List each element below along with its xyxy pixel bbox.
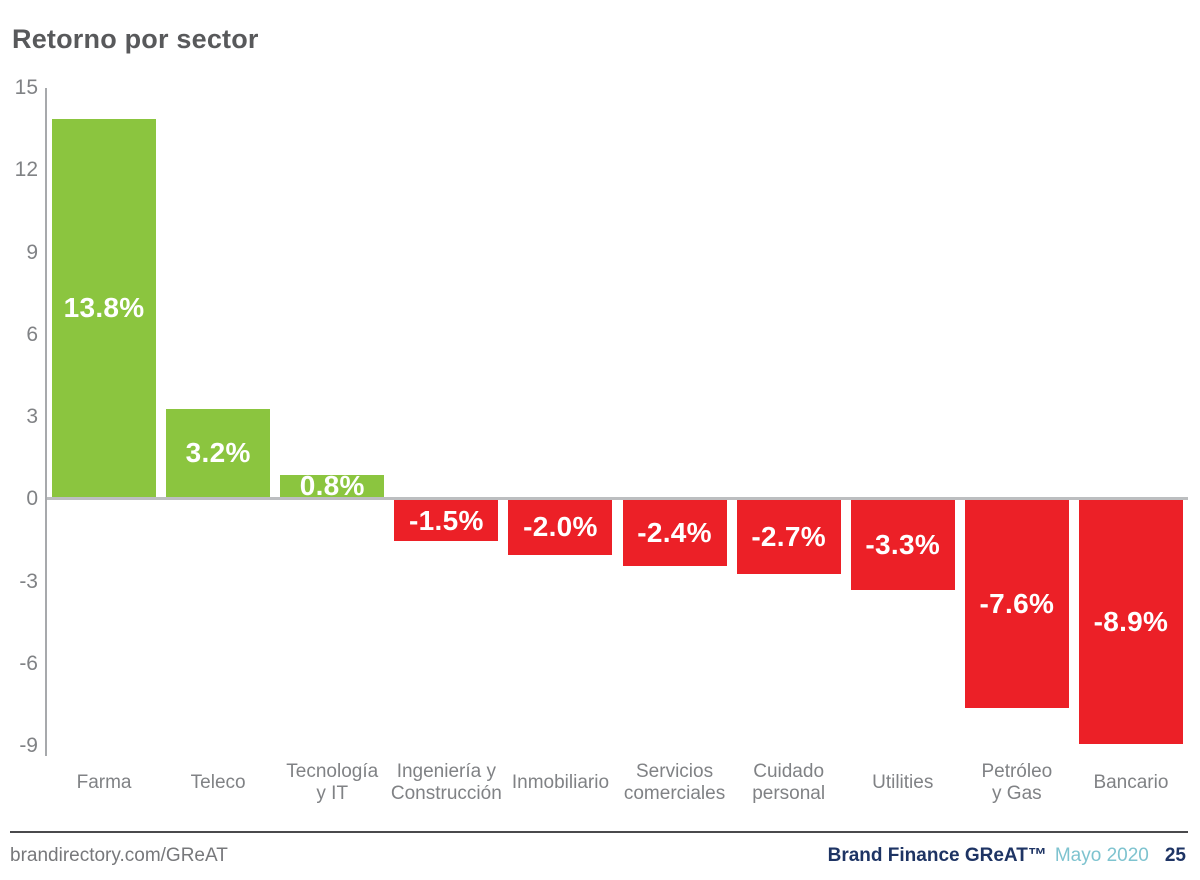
footer-url: brandirectory.com/GReAT [10, 845, 228, 866]
bar-bancario: -8.9% [1078, 500, 1183, 744]
y-tick-label: -9 [19, 734, 38, 757]
x-category-label: Cuidado personal [752, 761, 826, 804]
bar-teleco: 3.2% [166, 409, 271, 497]
bar-value-label: -2.4% [637, 516, 712, 548]
footer-page-number: 25 [1164, 845, 1186, 866]
x-category-label: Servicios comerciales [623, 761, 726, 804]
y-tick-label: -3 [19, 569, 38, 593]
bar-utilities: -3.3% [850, 500, 955, 591]
bar-value-label: 3.2% [185, 437, 251, 469]
x-category-label: Inmobiliario [511, 772, 610, 794]
bar-ingenier-a-y-construcci-n: -1.5% [394, 500, 499, 542]
y-tick-label: 0 [26, 487, 38, 511]
x-category-label: Bancario [1093, 772, 1169, 794]
y-axis-ticks: 15 12 9 6 3 0 -3 -6 -9 [0, 76, 38, 757]
bar-tecnolog-a-y-it: 0.8% [280, 470, 385, 501]
x-category-label: Teleco [190, 772, 246, 794]
bar-value-label: -2.0% [523, 511, 598, 543]
footer-brand: Brand Finance GReAT™ [827, 845, 1047, 866]
y-tick-label: -6 [19, 651, 38, 675]
bar-cuidado-personal: -2.7% [736, 500, 841, 575]
x-category-label: Petróleo y Gas [981, 761, 1053, 804]
y-tick-label: 12 [14, 158, 38, 182]
x-category-label: Farma [76, 772, 132, 794]
zero-baseline [47, 497, 1188, 500]
footer-date: Mayo 2020 [1054, 845, 1149, 866]
footer-credits: Brand Finance GReAT™ Mayo 2020 25 [828, 845, 1186, 867]
y-axis-line [45, 88, 47, 756]
x-category-label: Utilities [872, 772, 934, 794]
bar-value-label: -3.3% [865, 529, 941, 561]
bar-value-label: -2.7% [751, 521, 826, 552]
footer-divider [10, 831, 1188, 833]
bar-value-label: 13.8% [63, 291, 145, 323]
y-tick-label: 15 [14, 76, 38, 99]
bar-value-label: -1.5% [409, 504, 484, 536]
bar-value-label: 0.8% [299, 470, 365, 502]
bar-inmobiliario: -2.0% [508, 500, 613, 555]
x-category-label: Ingeniería y Construcción [390, 761, 502, 804]
bar-petr-leo-y-gas: -7.6% [964, 500, 1069, 709]
bar-farma: 13.8% [52, 118, 157, 497]
bar-servicios-comerciales: -2.4% [622, 500, 727, 566]
bar-value-label: -8.9% [1093, 606, 1169, 637]
page-title: Retorno por sector [12, 24, 259, 54]
y-tick-label: 9 [26, 240, 38, 264]
bar-value-label: -7.6% [979, 588, 1055, 620]
y-tick-label: 6 [26, 322, 38, 346]
y-tick-label: 3 [26, 405, 38, 428]
x-axis-labels: Farma Teleco Tecnología y IT Ingeniería y C… [47, 754, 1188, 812]
x-category-label: Tecnología y IT [286, 761, 379, 804]
plot-area: 13.8% 3.2% 0.8% -1.5% -2.0% -2.4% -2.7% -3.3% -7… [47, 88, 1188, 746]
